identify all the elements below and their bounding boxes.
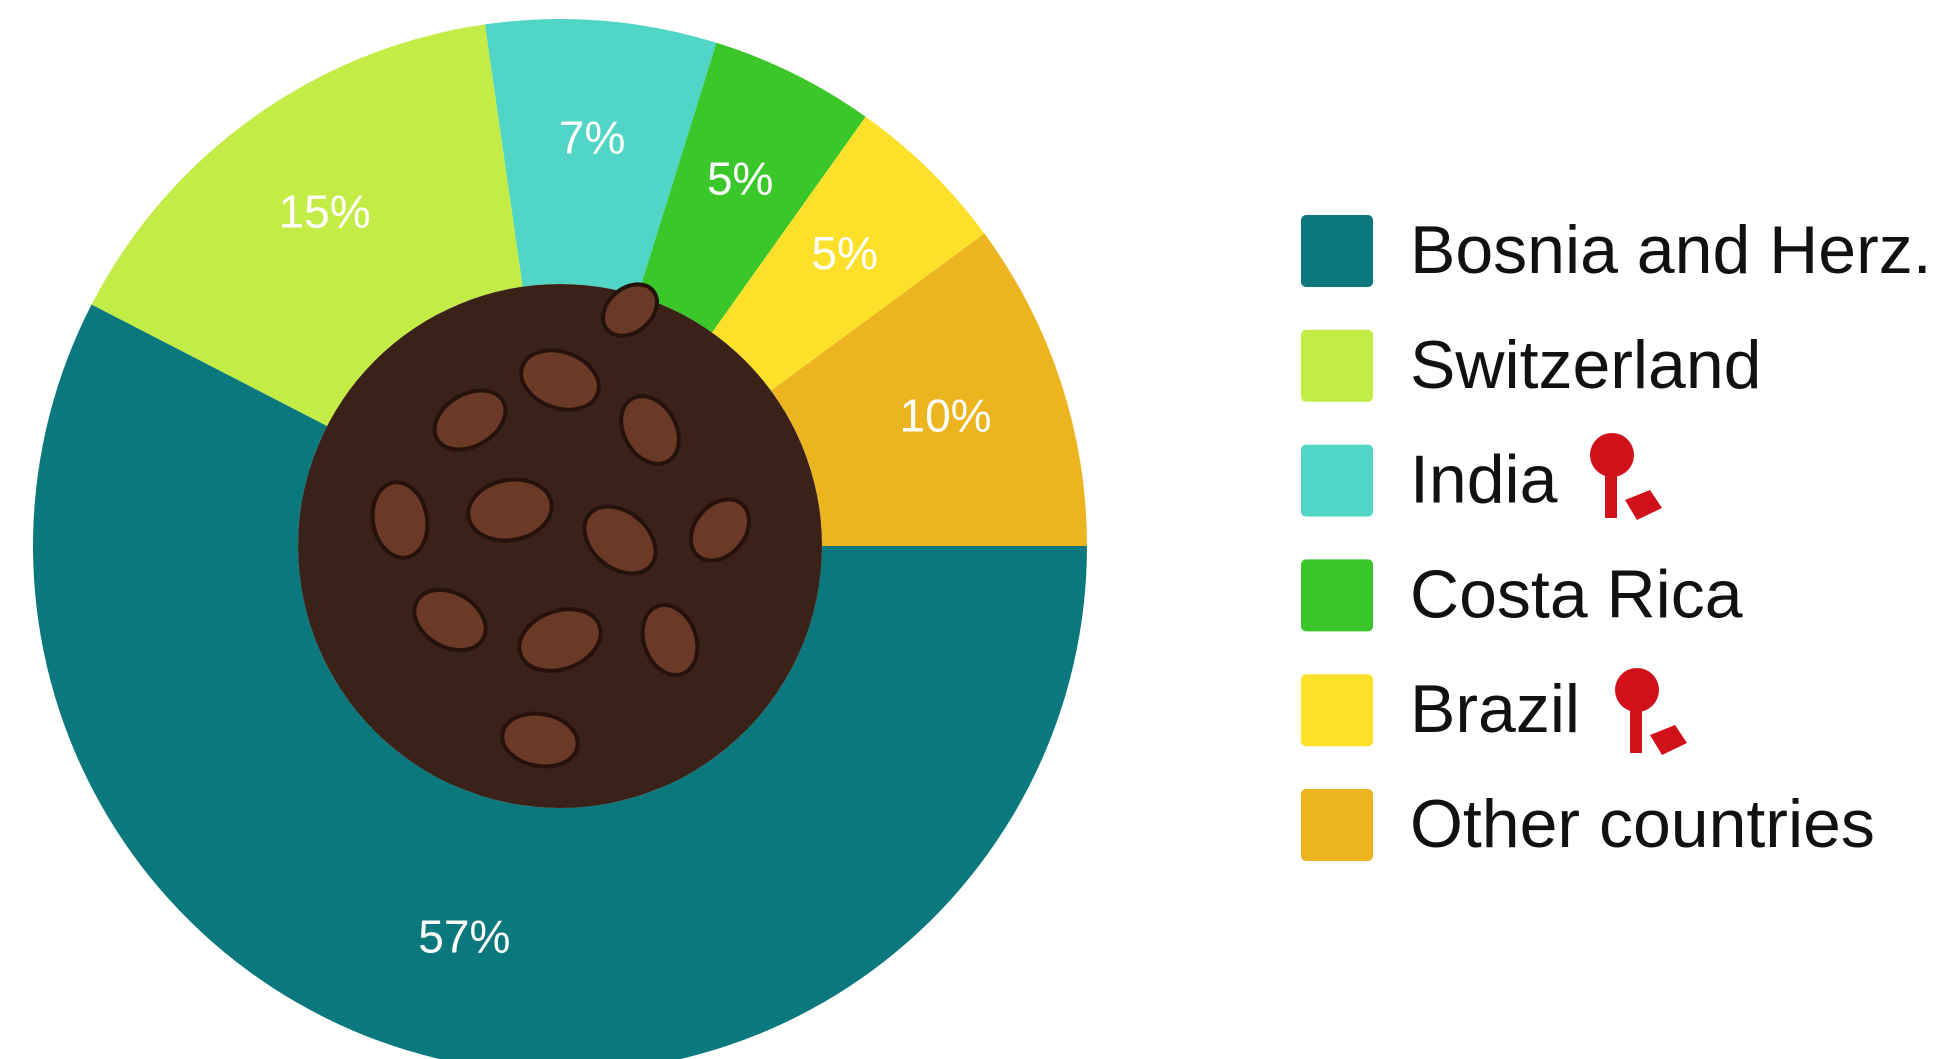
legend-label: Bosnia and Herz. [1410,212,1932,288]
brazil-icon [1615,668,1687,755]
data-label: 15% [279,186,371,238]
legend-swatch [1301,559,1373,632]
legend-label: Costa Rica [1410,556,1743,632]
legend-label: Other countries [1410,786,1875,862]
legend-label: Brazil [1410,671,1580,747]
legend-swatch [1301,789,1373,861]
slice [91,24,523,426]
coffee-beans [298,284,822,808]
slice [33,304,1087,1059]
beans [370,282,752,769]
data-label: 57% [418,911,510,963]
legend: Bosnia and Herz. Switzerland India Costa Ri… [1301,212,1932,862]
legend-label: Switzerland [1410,327,1762,403]
data-label: 10% [899,390,991,442]
slice [485,19,717,296]
legend-label: India [1410,442,1558,518]
legend-swatch [1301,674,1373,747]
legend-swatch [1301,444,1373,517]
slice [770,233,1087,546]
data-label: 5% [707,153,773,205]
center-image [298,282,822,808]
data-label: 5% [811,227,877,279]
data-label: 7% [559,112,625,164]
legend-swatch [1301,215,1373,287]
slice [637,42,866,333]
legend-swatch [1301,329,1373,402]
india-icon [1590,433,1662,520]
slices: 57% 15% 7% 5% 5% 10% [33,19,1087,1059]
slice [711,116,985,391]
